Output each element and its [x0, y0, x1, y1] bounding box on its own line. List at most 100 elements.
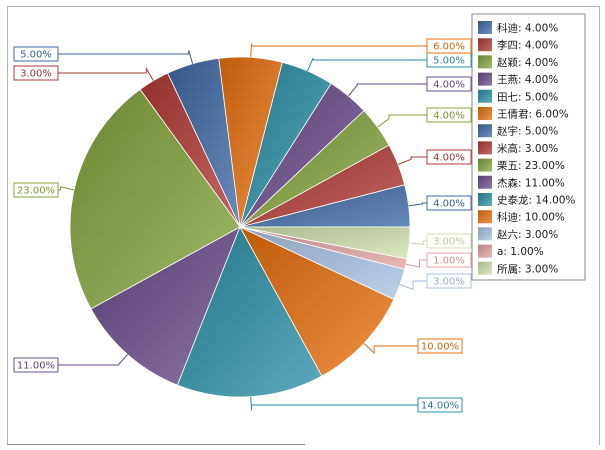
- callout-value: 5.00%: [20, 50, 52, 61]
- legend-item: a: 1.00%: [478, 244, 544, 258]
- callout-box: [426, 38, 472, 54]
- callout-leader-line: [377, 114, 427, 128]
- callout-value: 4.00%: [433, 153, 465, 164]
- legend-label: 赵宇: 5.00%: [497, 125, 558, 138]
- legend-item: 科迪: 4.00%: [478, 21, 558, 35]
- callout-leader-line: [408, 202, 427, 207]
- callout-label: 1.00%: [426, 252, 472, 268]
- legend-label: 史泰龙: 14.00%: [497, 194, 575, 207]
- callout-leader-line: [58, 354, 128, 366]
- callout-leader-line: [58, 50, 194, 64]
- callout-leader-line: [250, 43, 427, 58]
- callout-box: [13, 65, 59, 81]
- legend-swatch: [478, 72, 492, 86]
- callout-label: 10.00%: [417, 338, 463, 354]
- legend-label: 王燕: 4.00%: [497, 74, 558, 86]
- pie-slices: [69, 56, 411, 398]
- legend-item: 李四: 4.00%: [478, 38, 558, 52]
- callout-value: 4.00%: [433, 199, 465, 210]
- callout-box: [426, 149, 472, 165]
- callout-leader-line: [405, 259, 427, 268]
- legend-swatch: [478, 227, 492, 241]
- callout-value: 1.00%: [433, 256, 465, 267]
- legend: 科迪: 4.00% 李四: 4.00% 赵颖: 4.00% 王燕: 4.00% 田七: …: [471, 13, 586, 281]
- callout-box: [426, 233, 472, 249]
- legend-swatch: [478, 141, 492, 155]
- callout-label: 5.00%: [13, 46, 59, 62]
- callout-box: [13, 182, 59, 198]
- callout-value: 5.00%: [433, 56, 465, 67]
- callout-box: [426, 107, 472, 123]
- pie-slice: [90, 226, 241, 386]
- legend-label: 赵六: 3.00%: [497, 228, 558, 241]
- legend-swatch: [478, 89, 492, 103]
- callout-value: 3.00%: [20, 69, 52, 80]
- legend-item: 米高: 3.00%: [478, 141, 558, 155]
- legend-label: 所属: 3.00%: [497, 263, 558, 275]
- callout-label: 5.00%: [426, 52, 472, 68]
- legend-label: 科迪: 10.00%: [497, 211, 565, 224]
- legend-item: 科迪: 10.00%: [478, 210, 565, 224]
- legend-swatch: [478, 21, 492, 34]
- callout-value: 14.00%: [421, 401, 459, 412]
- callout-label: 4.00%: [426, 107, 472, 123]
- callout-leader-line: [363, 343, 418, 355]
- chart-bottom-rule: [7, 444, 305, 445]
- legend-swatch: [478, 107, 492, 120]
- callout-leader-line: [409, 240, 427, 245]
- callout-label: 3.00%: [426, 233, 472, 249]
- callout-box: [426, 273, 472, 289]
- callout-label: 3.00%: [13, 65, 59, 81]
- callout-box: [426, 195, 472, 211]
- callout-label: 11.00%: [13, 357, 59, 373]
- legend-label: 赵颖: 4.00%: [497, 56, 558, 69]
- callout-label: 3.00%: [426, 273, 472, 289]
- legend-label: 栗五: 23.00%: [497, 160, 565, 172]
- callout-leader-line: [348, 83, 427, 97]
- pie-slice: [239, 226, 395, 377]
- legend-swatch: [478, 124, 492, 138]
- callout-label: 14.00%: [417, 397, 463, 413]
- callout-labels: 4.00% 4.00% 4.00% 4.00% 5.00% 6.00% 5.00% 3.00%…: [13, 38, 472, 413]
- legend-item: 史泰龙: 14.00%: [478, 193, 575, 207]
- legend-item: 赵宇: 5.00%: [478, 124, 558, 138]
- legend-item: 杰森: 11.00%: [478, 175, 565, 189]
- callout-box: [417, 338, 463, 354]
- legend-swatch: [478, 175, 492, 189]
- callout-label: 4.00%: [426, 76, 472, 92]
- callout-leader-line: [397, 156, 427, 165]
- callout-label: 4.00%: [426, 195, 472, 211]
- callout-leader-line: [58, 186, 75, 191]
- callout-label: 23.00%: [13, 182, 59, 198]
- callout-value: 4.00%: [433, 111, 465, 122]
- callout-value: 6.00%: [433, 42, 465, 53]
- callout-value: 10.00%: [421, 342, 459, 353]
- legend-item: 王燕: 4.00%: [478, 72, 558, 86]
- legend-label: a: 1.00%: [497, 246, 544, 258]
- legend-label: 米高: 3.00%: [497, 142, 558, 155]
- callout-value: 23.00%: [17, 186, 55, 197]
- legend-swatch: [478, 38, 492, 52]
- legend-swatch: [478, 261, 492, 275]
- callout-label: 4.00%: [426, 149, 472, 165]
- legend-item: 赵颖: 4.00%: [478, 55, 558, 69]
- legend-item: 栗五: 23.00%: [478, 158, 565, 172]
- legend-swatch: [478, 210, 492, 224]
- callout-box: [426, 252, 472, 268]
- callout-value: 11.00%: [17, 361, 55, 372]
- callout-value: 3.00%: [433, 237, 465, 248]
- callout-label: 6.00%: [426, 38, 472, 54]
- legend-item: 赵六: 3.00%: [478, 227, 558, 241]
- callout-leaders: [58, 43, 427, 411]
- callout-box: [426, 76, 472, 92]
- callout-box: [417, 397, 463, 413]
- callout-box: [13, 357, 59, 373]
- callout-value: 4.00%: [433, 80, 465, 91]
- legend-label: 王倩君: 6.00%: [497, 108, 569, 121]
- callout-leader-line: [307, 57, 427, 72]
- legend-swatch: [478, 158, 492, 172]
- legend-item: 王倩君: 6.00%: [478, 107, 569, 121]
- callout-leader-line: [250, 396, 418, 411]
- callout-leader-line: [58, 66, 154, 81]
